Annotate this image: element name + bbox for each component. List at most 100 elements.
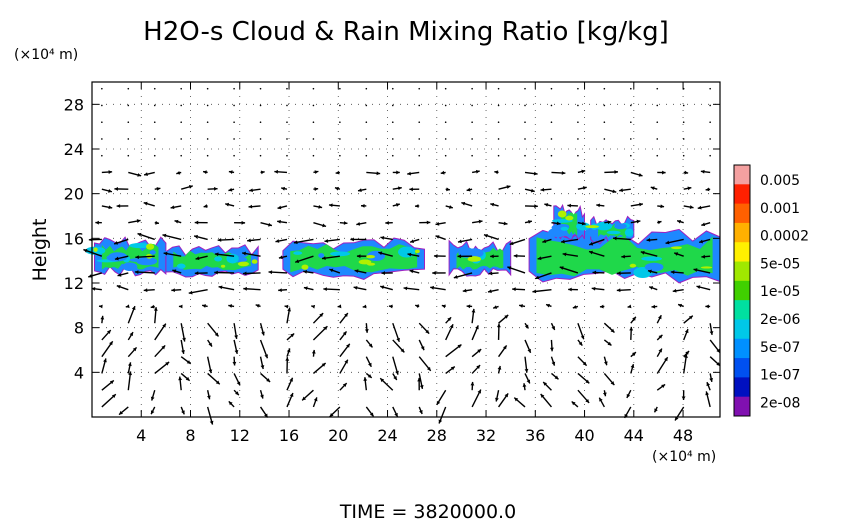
wind-vector bbox=[118, 406, 129, 416]
x-tick-label: 32 bbox=[476, 426, 496, 445]
wind-vector bbox=[603, 356, 608, 366]
wind-vector bbox=[418, 356, 432, 372]
wind-head bbox=[403, 286, 408, 291]
wind-head bbox=[407, 171, 411, 176]
wind-head bbox=[161, 345, 166, 350]
wind-vector bbox=[550, 154, 553, 157]
wind-vector bbox=[311, 349, 316, 357]
wind-head bbox=[214, 270, 218, 275]
wind-vector bbox=[312, 121, 315, 123]
wind-head bbox=[524, 368, 529, 373]
wind-head bbox=[436, 400, 441, 405]
wind-vector bbox=[627, 304, 632, 309]
wind-vector bbox=[274, 169, 288, 174]
wind-vector bbox=[471, 121, 473, 123]
wind-vector bbox=[577, 121, 579, 123]
wind-vector bbox=[101, 340, 114, 358]
wind-head bbox=[589, 250, 593, 255]
wind-vector bbox=[445, 323, 454, 341]
wind-head bbox=[528, 220, 532, 224]
y-axis-unit: (×10⁴ m) bbox=[14, 47, 78, 63]
wind-head bbox=[100, 315, 105, 320]
wind-head bbox=[318, 205, 323, 209]
wind-vector bbox=[101, 104, 103, 107]
wind-vector bbox=[91, 286, 102, 291]
wind-head bbox=[162, 233, 167, 238]
wind-vector bbox=[665, 238, 684, 245]
wind-vector bbox=[495, 390, 500, 402]
wind-vector bbox=[418, 373, 424, 390]
cloud-patch bbox=[606, 230, 621, 235]
wind-vector bbox=[577, 322, 585, 340]
wind-head bbox=[364, 329, 369, 333]
wind-vector bbox=[513, 397, 526, 408]
wind-vector bbox=[392, 186, 402, 191]
colorbar-label: 1e-05 bbox=[760, 284, 800, 300]
wind-vector bbox=[550, 121, 553, 123]
wind-head bbox=[228, 304, 233, 308]
wind-vector bbox=[339, 154, 341, 157]
wind-vector bbox=[657, 204, 665, 209]
x-tick-label: 20 bbox=[328, 426, 348, 445]
y-tick-label: 16 bbox=[64, 229, 84, 248]
wind-vector bbox=[392, 373, 398, 381]
wind-head bbox=[368, 362, 372, 367]
wind-vector bbox=[540, 393, 553, 408]
wind-head bbox=[632, 316, 636, 321]
wind-head bbox=[677, 219, 682, 224]
wind-vector bbox=[407, 252, 420, 257]
colorbar-swatch bbox=[734, 222, 750, 243]
wind-head bbox=[398, 186, 402, 191]
wind-vector bbox=[409, 187, 420, 192]
wind-vector bbox=[356, 254, 367, 259]
y-axis-label: Height bbox=[29, 219, 51, 282]
wind-head bbox=[117, 273, 122, 277]
wind-vector bbox=[259, 406, 269, 418]
wind-head bbox=[381, 271, 385, 275]
wind-vector bbox=[101, 170, 113, 174]
colorbar-label: 5e-05 bbox=[760, 256, 800, 272]
wind-vector bbox=[542, 381, 552, 391]
wind-vector bbox=[360, 203, 367, 208]
wind-head bbox=[568, 287, 572, 292]
wind-head bbox=[705, 187, 710, 192]
wind-head bbox=[582, 186, 587, 190]
wind-vector bbox=[285, 357, 290, 374]
wind-head bbox=[567, 203, 571, 208]
y-tick-label: 4 bbox=[74, 363, 84, 382]
wind-vector bbox=[646, 238, 658, 242]
wind-vector bbox=[312, 104, 315, 107]
wind-head bbox=[684, 329, 689, 334]
wind-head bbox=[433, 254, 438, 258]
x-axis-ticks: 4 8 12 16 20 24 28 32 36 40 44 48 bbox=[136, 82, 693, 445]
wind-head bbox=[709, 378, 714, 382]
wind-vector bbox=[170, 205, 182, 210]
wind-head bbox=[662, 170, 666, 175]
wind-head bbox=[503, 221, 508, 226]
wind-vector bbox=[259, 390, 264, 399]
wind-head bbox=[709, 331, 714, 335]
wind-vector bbox=[259, 356, 265, 370]
cloud-patch bbox=[149, 250, 156, 255]
wind-vector bbox=[127, 346, 138, 358]
wind-vector bbox=[630, 171, 643, 177]
wind-vector bbox=[630, 104, 632, 107]
wind-vector bbox=[312, 154, 315, 157]
wind-head bbox=[561, 239, 565, 244]
wind-vector bbox=[497, 393, 509, 408]
wind-vector bbox=[380, 285, 393, 291]
wind-head bbox=[290, 333, 295, 338]
wind-vector bbox=[194, 271, 208, 276]
wind-head bbox=[393, 375, 397, 380]
x-tick-label: 48 bbox=[673, 426, 693, 445]
wind-vector bbox=[278, 288, 288, 293]
wind-vector bbox=[356, 222, 367, 226]
wind-vector bbox=[324, 238, 340, 243]
wind-vector bbox=[232, 356, 237, 366]
cloud-patch bbox=[136, 257, 158, 266]
wind-head bbox=[591, 286, 596, 291]
wind-vector bbox=[588, 238, 605, 246]
wind-vector bbox=[127, 362, 132, 374]
wind-head bbox=[135, 255, 139, 260]
wind-vector bbox=[532, 289, 552, 294]
